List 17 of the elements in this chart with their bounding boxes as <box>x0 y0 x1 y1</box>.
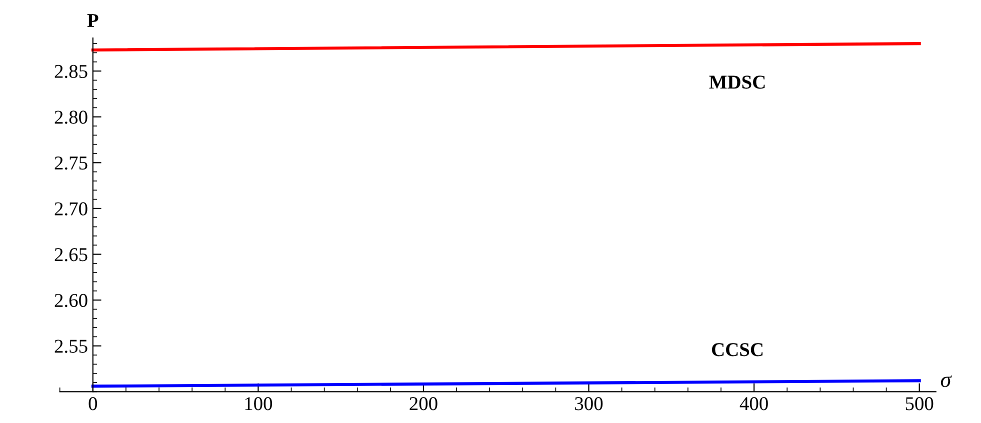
y-tick-label: 2.85 <box>54 64 88 78</box>
y-tick-label: 2.55 <box>54 340 88 353</box>
x-tick-label: 300 <box>575 397 603 410</box>
x-axis-title: σ <box>940 376 952 388</box>
y-axis-title: P <box>87 14 98 27</box>
series-label: CCSC <box>712 343 763 356</box>
x-tick-label: 500 <box>906 397 934 410</box>
x-tick-label: 100 <box>245 397 272 410</box>
y-tick-label: 2.75 <box>54 156 88 170</box>
y-tick-label: 2.60 <box>54 294 88 308</box>
x-tick-label: 200 <box>410 397 438 410</box>
series-label: MDSC <box>709 76 765 89</box>
x-tick-label: 0 <box>88 397 98 410</box>
x-tick-label: 400 <box>740 397 768 410</box>
y-tick-label: 2.80 <box>54 110 88 124</box>
y-tick-label: 2.70 <box>54 202 88 216</box>
y-tick-label: 2.65 <box>54 248 88 262</box>
